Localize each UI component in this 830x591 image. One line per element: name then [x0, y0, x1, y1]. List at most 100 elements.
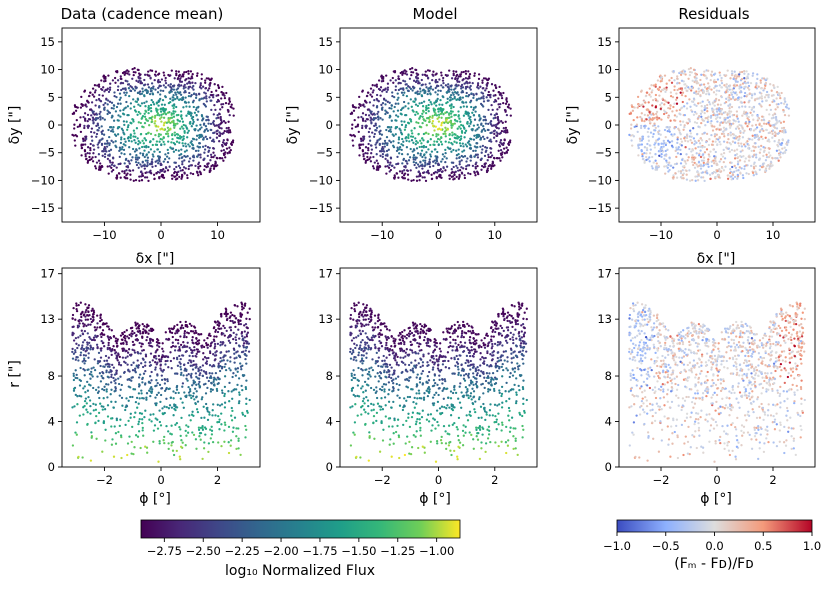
scatter-point [725, 83, 728, 86]
scatter-point [88, 158, 91, 162]
scatter-point [72, 372, 75, 375]
scatter-point [149, 87, 152, 91]
scatter-point [187, 101, 190, 104]
scatter-point [211, 440, 215, 444]
scatter-point [700, 73, 703, 76]
scatter-point [729, 91, 733, 94]
scatter-point [196, 118, 199, 121]
scatter-point [154, 74, 157, 77]
scatter-point [126, 442, 130, 445]
scatter-point [175, 173, 179, 176]
scatter-point [129, 89, 132, 92]
scatter-point [122, 336, 126, 339]
scatter-point [648, 156, 651, 159]
scatter-point [490, 83, 494, 86]
scatter-point [147, 70, 150, 73]
scatter-point [741, 149, 744, 152]
scatter-point [694, 74, 698, 77]
scatter-point [482, 125, 485, 128]
scatter-point [482, 115, 486, 118]
scatter-data-xy [71, 67, 235, 183]
scatter-point [173, 143, 177, 146]
scatter-point [131, 169, 135, 172]
scatter-point [407, 107, 410, 110]
scatter-point [696, 179, 700, 182]
scatter-point [397, 96, 400, 99]
scatter-point [123, 171, 126, 175]
scatter-point [154, 143, 158, 146]
scatter-point [364, 126, 368, 129]
scatter-point [384, 157, 387, 161]
scatter-point [765, 122, 768, 126]
scatter-point [734, 127, 738, 130]
scatter-point [487, 90, 490, 94]
scatter-point [656, 118, 659, 121]
scatter-point [139, 77, 142, 80]
scatter-point [170, 141, 173, 144]
scatter-point [455, 164, 458, 168]
scatter-point [755, 126, 759, 129]
scatter-point [641, 155, 644, 158]
scatter-point [135, 149, 138, 152]
scatter-point [223, 326, 226, 330]
scatter-point [143, 121, 147, 125]
scatter-point [144, 89, 147, 92]
scatter-point [83, 89, 87, 92]
scatter-point [759, 79, 762, 82]
scatter-point [648, 152, 652, 155]
scatter-point [477, 126, 480, 129]
scatter-point [483, 162, 486, 165]
scatter-point [722, 140, 726, 143]
scatter-point [155, 129, 159, 132]
scatter-point [402, 158, 405, 162]
scatter-point [419, 139, 422, 142]
scatter-point [414, 91, 417, 94]
scatter-point [198, 146, 202, 149]
scatter-point [168, 111, 171, 114]
scatter-point [157, 81, 160, 84]
scatter-point [95, 414, 98, 418]
scatter-point [409, 120, 413, 123]
scatter-point [211, 163, 214, 167]
scatter-point [630, 105, 634, 108]
scatter-point [178, 157, 181, 160]
scatter-point [731, 88, 734, 91]
scatter-point [425, 131, 428, 134]
scatter-point [747, 159, 751, 162]
scatter-point [765, 128, 768, 132]
scatter-point [435, 99, 438, 102]
scatter-point [727, 99, 731, 102]
scatter-point [204, 87, 207, 90]
scatter-point [764, 136, 767, 139]
scatter-point [451, 131, 454, 134]
scatter-point [404, 165, 407, 168]
scatter-point [444, 151, 447, 155]
scatter-point [177, 170, 180, 173]
scatter-point [104, 101, 107, 105]
scatter-point [481, 87, 484, 90]
scatter-point [451, 175, 455, 178]
scatter-point [719, 103, 722, 106]
scatter-point [152, 85, 155, 88]
scatter-point [181, 96, 184, 100]
scatter-point [693, 80, 696, 84]
scatter-point [473, 155, 476, 158]
scatter-point [649, 95, 652, 98]
scatter-point [194, 81, 197, 85]
scatter-point [193, 398, 196, 401]
scatter-point [437, 116, 441, 119]
scatter-point [444, 140, 447, 143]
scatter-point [455, 149, 458, 152]
scatter-point [702, 161, 705, 165]
scatter-point [206, 343, 210, 346]
scatter-point [428, 69, 431, 72]
scatter-point [755, 172, 758, 176]
scatter-point [216, 113, 219, 117]
scatter-point [200, 73, 203, 76]
scatter-point [728, 171, 732, 175]
scatter-point [135, 396, 139, 400]
scatter-point [149, 375, 152, 378]
scatter-point [191, 118, 195, 122]
scatter-point [699, 149, 702, 152]
scatter-point [152, 138, 155, 141]
